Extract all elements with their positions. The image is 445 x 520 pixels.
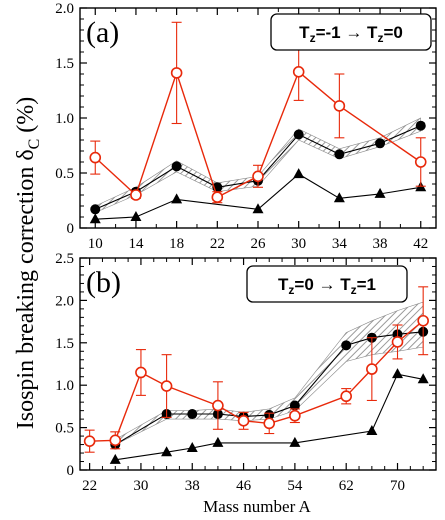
panel-a-black-triangle-point [252,203,264,214]
panel-a-y-tick-label: 0 [67,221,75,237]
panel-a-y-tick-label: 1.5 [55,56,74,72]
panel-b-y-tick-label: 2.0 [55,293,74,309]
panel-b-black-triangle-point [186,441,198,452]
panel-a-x-tick-label: 34 [332,236,348,252]
panel-a-red-open-circle-point [252,170,264,183]
panel-b-y-tick-label: 0.5 [55,421,74,437]
panel-a-y-tick-label: 1.0 [55,111,74,127]
panel-b-legend-text: Tz=0 → Tz=1 [278,275,376,297]
panel-b-red-open-circle-point [109,434,122,447]
panel-a-series-black-triangle-line [95,173,421,220]
panel-b-red-open-circle-point [417,314,429,327]
panel-a-black-filled-circle-point [293,129,304,140]
panel-a-red-open-circle-point [211,191,224,203]
panel-a-black-filled-circle-point [90,204,101,215]
panel-b-red-open-circle-point [237,415,250,427]
panel-a-x-tick-label: 10 [88,236,103,252]
panel-a-black-filled-circle-point [171,161,182,172]
panel-b-red-open-circle-point [289,409,301,422]
panel-a-legend-text: Tz=-1 → Tz=0 [299,23,403,45]
panel-a-red-open-circle-point [89,151,102,164]
panel-b-x-tick-label: 54 [287,478,303,494]
panel-b: 22 30 38 46 54 62 70 0 0.5 1.0 1.5 2.0 2.5 (b) Tz=0 → … [55,251,437,494]
panel-a-x-tick-label: 14 [128,236,144,252]
panel-a-black-triangle-point [293,168,305,179]
panel-a-black-triangle-point [130,211,142,221]
panel-b-black-triangle-point [289,436,301,447]
panel-a-x-tick-label: 18 [169,236,184,252]
panel-b-black-filled-circle-point [187,409,198,420]
panel-a-y-tick-label: 2.0 [55,1,74,17]
panel-b-series-black-triangle-line [115,373,424,461]
panel-b-red-open-circle-point [212,399,224,412]
panel-a-x-tick-label: 42 [413,236,428,252]
panel-b-y-tick-label: 0 [67,463,75,479]
panel-b-red-open-circle-point [135,366,147,379]
panel-b-x-tick-label: 38 [185,478,200,494]
panel-a-red-open-circle-point [414,156,427,168]
panel-b-red-open-circle-point [340,390,352,403]
x-axis-title: Mass number A [203,497,311,516]
panel-b-red-open-circle-point [391,336,404,348]
panel-a-red-open-circle-point [130,189,142,201]
panel-a-x-tick-label: 26 [251,236,267,252]
panel-a-x-tick-label: 22 [210,236,225,252]
panel-b-label: (b) [86,266,121,299]
panel-a: 10 14 18 22 26 30 34 38 42 0 0.5 1.0 1.5 2.0 (a) Tz=-1 … [55,1,437,252]
panel-a-black-triangle-point [374,187,386,198]
panel-b-red-open-circle-point [263,417,276,430]
panel-a-legend-box [270,13,432,51]
panel-b-series-red-open-circle-line [89,320,424,442]
y-axis-title: Isospin breaking correction δC (%) [13,97,43,430]
panel-a-y-tick-label: 0.5 [55,166,74,182]
panel-b-black-triangle-point [109,453,121,464]
panel-b-black-triangle-point [212,436,224,447]
panel-b-frame [79,257,437,471]
panel-b-x-tick-label: 30 [133,478,148,494]
panel-b-y-tick-label: 1.5 [55,336,74,352]
panel-b-y-tick-label: 1.0 [55,378,74,394]
panel-b-black-triangle-point [392,368,404,379]
panel-a-black-filled-circle-point [375,138,386,149]
panel-b-y-tick-label: 2.5 [55,251,74,267]
panel-a-x-tick-label: 30 [291,236,306,252]
panel-a-x-tick-label: 38 [373,236,388,252]
panel-b-black-filled-circle-point [289,400,300,411]
panel-b-red-open-circle-point [83,435,96,447]
panel-a-red-open-circle-point [292,66,305,78]
panel-b-x-tick-label: 46 [236,478,252,494]
panel-b-black-triangle-point [366,424,378,435]
panel-a-red-open-circle-point [170,67,183,79]
panel-b-x-tick-label: 70 [390,478,405,494]
panel-b-x-tick-label: 62 [339,478,354,494]
panel-b-red-open-circle-point [366,363,378,375]
panel-a-red-open-circle-point [333,100,346,112]
panel-a-black-filled-circle-point [415,120,426,131]
panel-a-black-filled-circle-point [334,149,345,160]
panel-b-legend-box [246,265,408,303]
panel-b-black-triangle-point [417,373,429,384]
panel-a-black-triangle-point [333,192,345,203]
panel-a-black-triangle-point [89,213,101,224]
panel-b-black-triangle-point [161,446,173,457]
panel-b-x-tick-label: 22 [82,478,97,494]
panel-a-series-red-open-circle-line [94,70,422,199]
panel-b-red-open-circle-point [160,380,173,392]
panel-a-label: (a) [86,16,119,49]
panel-a-black-triangle-point [171,193,183,204]
panel-b-black-filled-circle-point [341,340,352,351]
